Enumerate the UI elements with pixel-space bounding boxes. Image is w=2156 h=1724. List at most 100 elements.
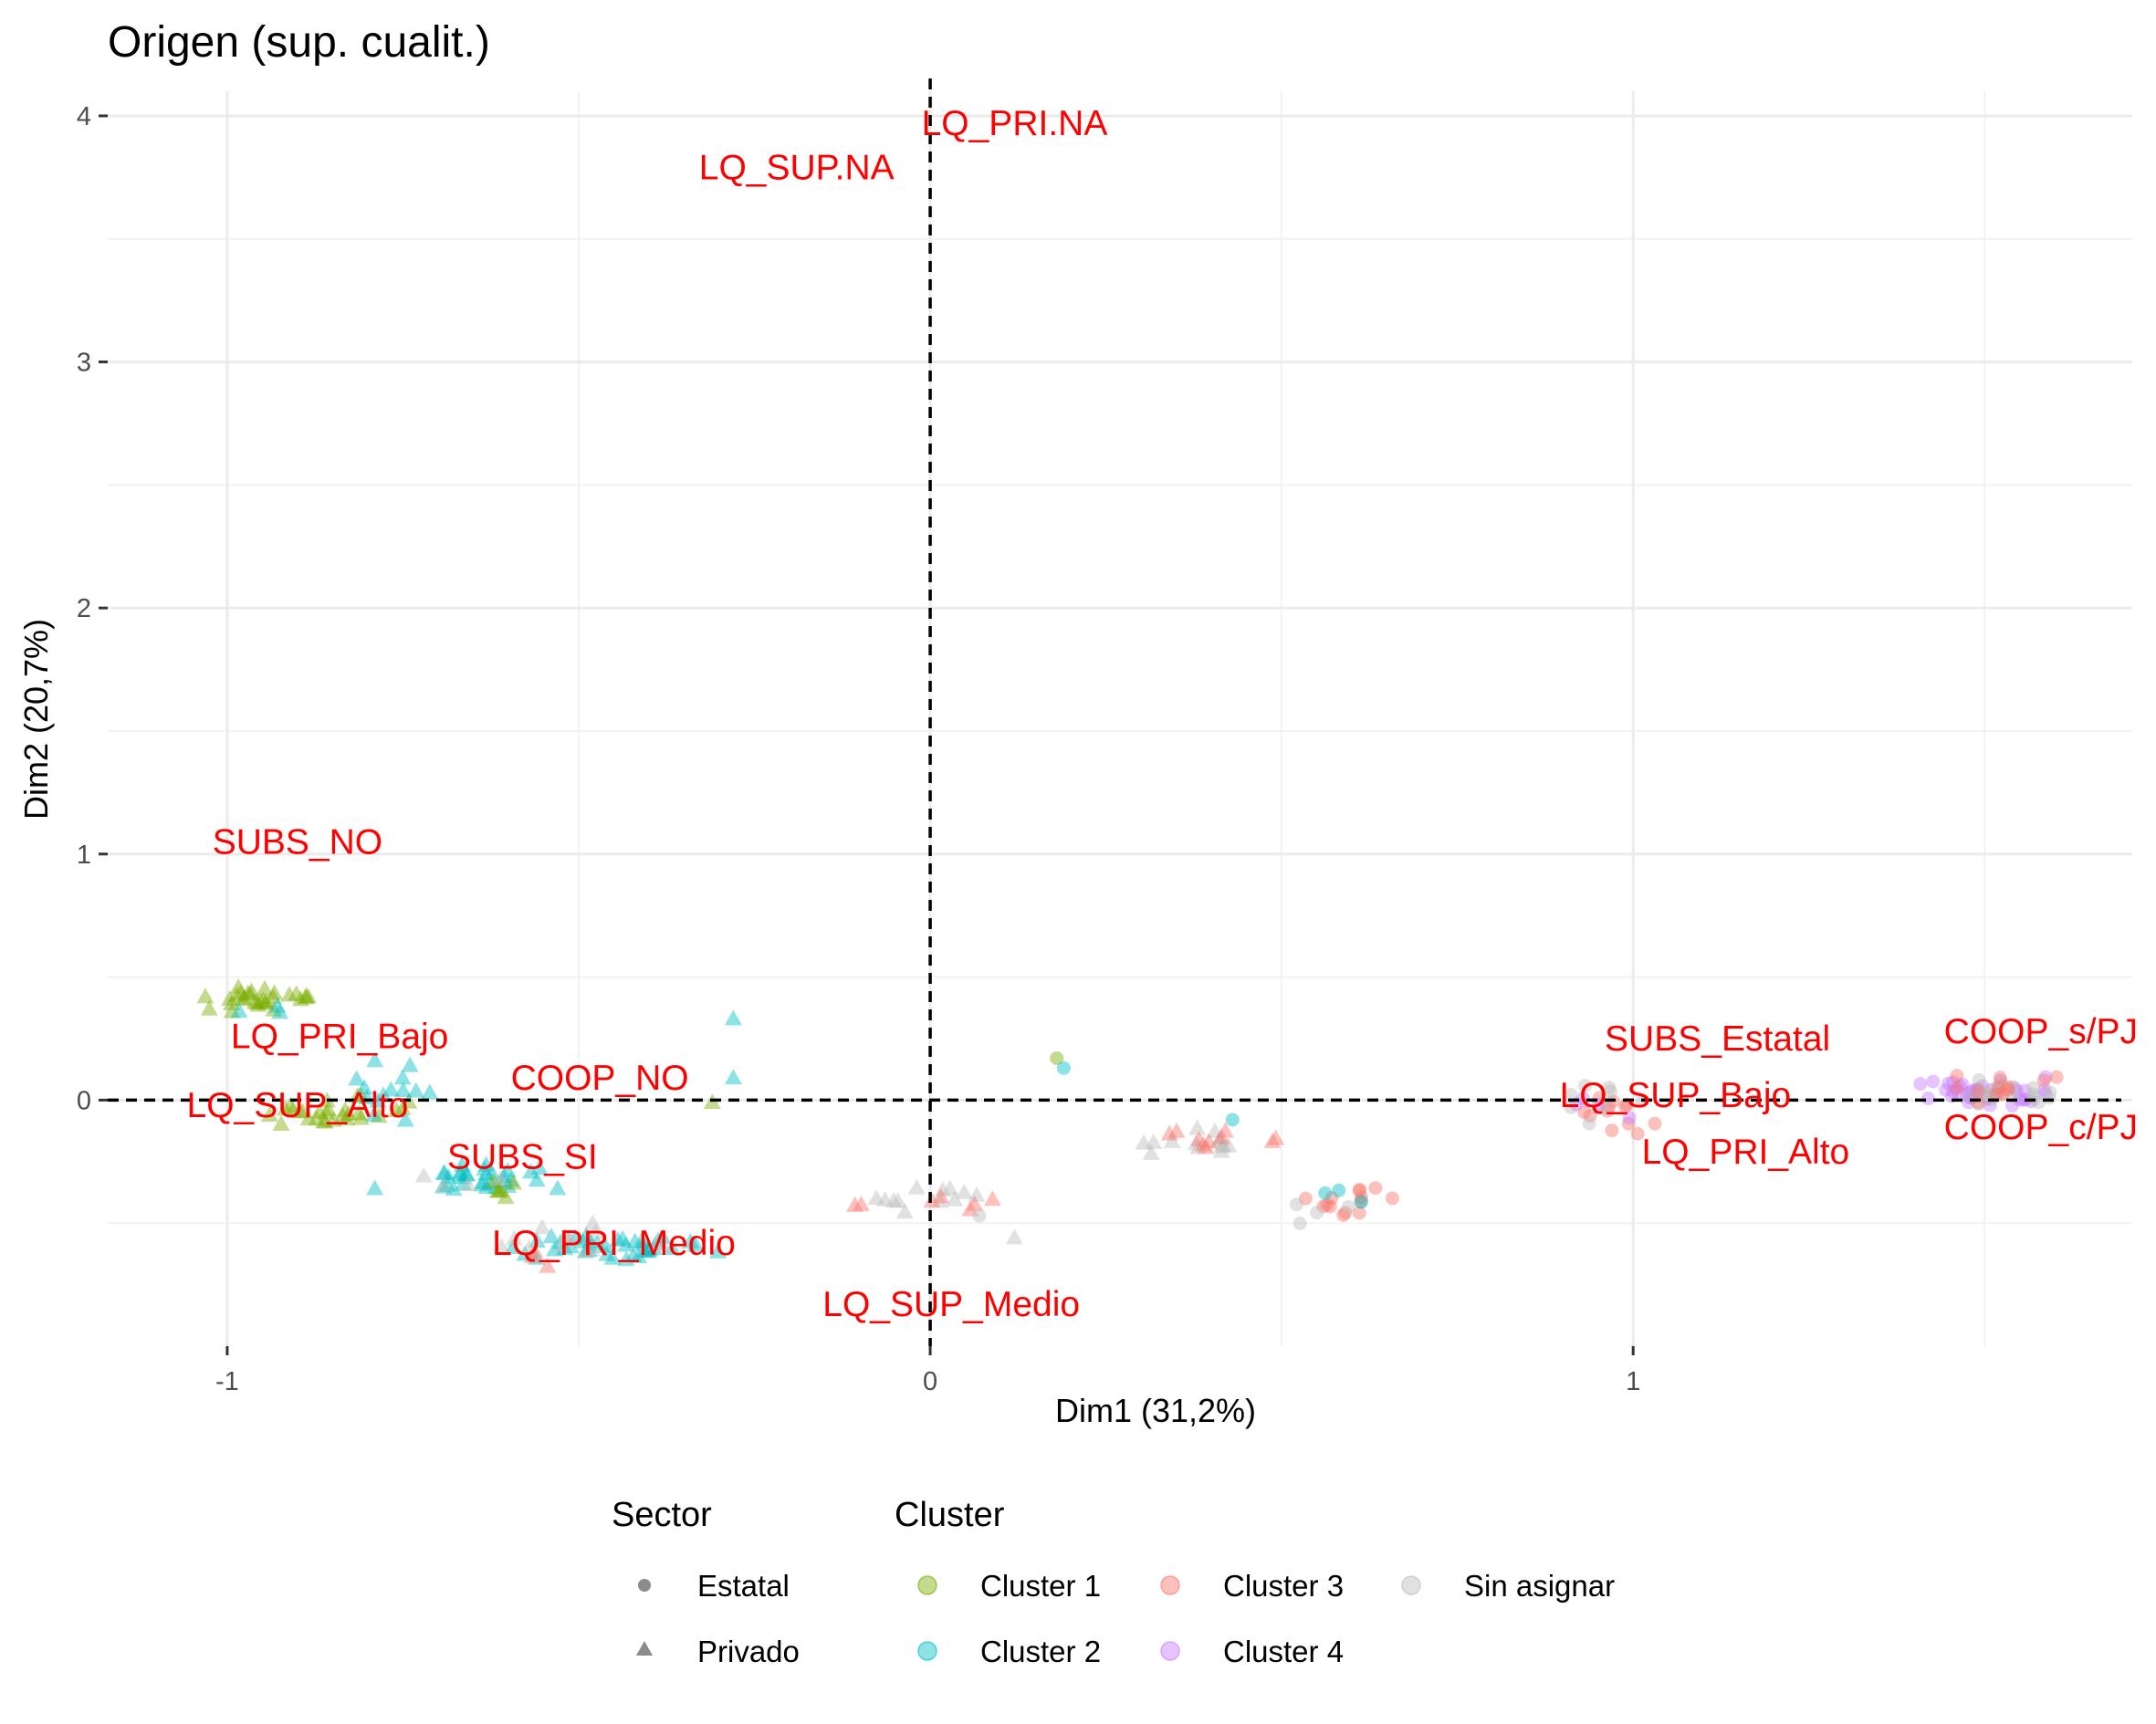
data-point-triangle: [454, 1175, 472, 1191]
data-point-circle: [1989, 1087, 2004, 1102]
data-point-triangle: [580, 1240, 598, 1257]
data-point-triangle: [227, 986, 246, 1002]
data-point-triangle: [588, 1234, 606, 1250]
data-point-triangle: [654, 1228, 672, 1245]
data-point-triangle: [351, 1086, 370, 1102]
data-point-triangle: [280, 986, 298, 1002]
data-point-triangle: [499, 1177, 518, 1194]
data-point-triangle: [520, 1238, 539, 1255]
data-point-triangle: [291, 990, 309, 1007]
data-point-triangle: [1142, 1144, 1160, 1160]
data-point-triangle: [310, 1102, 329, 1119]
data-point-triangle: [556, 1239, 574, 1256]
data-point-triangle: [393, 1099, 412, 1115]
data-point-circle: [1577, 1105, 1592, 1120]
data-point-circle: [1601, 1100, 1616, 1114]
data-point-circle: [1994, 1073, 2008, 1088]
legend-label-cluster-3: Cluster 3: [1223, 1569, 1344, 1603]
data-point-triangle: [560, 1229, 578, 1246]
legend-label-privado: Privado: [697, 1635, 800, 1668]
data-point-triangle: [230, 1002, 248, 1019]
data-point-triangle: [1167, 1122, 1186, 1138]
data-point-circle: [1955, 1077, 1970, 1092]
data-point-circle: [2016, 1092, 2031, 1107]
data-point-triangle: [549, 1179, 567, 1196]
x-tick-label: 1: [1626, 1367, 1640, 1396]
data-point-circle: [1605, 1123, 1619, 1138]
data-point-circle: [1950, 1081, 1964, 1095]
data-point-triangle: [414, 1166, 433, 1183]
reference-lines: [108, 78, 2121, 1346]
legend: Sector Cluster Estatal Privado Cluster 1…: [612, 1496, 1615, 1668]
data-point-triangle: [1197, 1138, 1215, 1155]
data-point-triangle: [539, 1257, 557, 1273]
data-point-triangle: [370, 1107, 388, 1123]
data-point-circle: [1994, 1088, 2008, 1102]
data-point-triangle: [583, 1214, 602, 1230]
data-point-triangle: [369, 1092, 387, 1108]
data-point-circle: [1994, 1077, 2008, 1092]
data-point-triangle: [1212, 1128, 1230, 1144]
data-point-circle: [1597, 1100, 1612, 1114]
data-point-triangle: [407, 1081, 425, 1098]
data-point-triangle: [946, 1190, 964, 1207]
data-point-triangle: [453, 1155, 471, 1172]
data-point-triangle: [434, 1164, 453, 1180]
data-point-triangle: [451, 1165, 469, 1182]
data-point-circle: [1338, 1206, 1353, 1220]
data-point-circle: [1941, 1076, 1956, 1091]
data-point-triangle: [578, 1241, 596, 1258]
legend-label-cluster-4: Cluster 4: [1223, 1635, 1344, 1668]
data-point-triangle: [553, 1236, 571, 1252]
data-point-circle: [972, 1208, 987, 1223]
data-point-circle: [1921, 1092, 1935, 1106]
data-point-circle: [1341, 1199, 1355, 1214]
data-point-circle: [1972, 1072, 1986, 1087]
data-point-circle: [1952, 1079, 1967, 1093]
data-point-circle: [1056, 1061, 1071, 1075]
data-point-triangle: [445, 1180, 463, 1196]
data-point-triangle: [482, 1174, 500, 1190]
data-point-triangle: [521, 1163, 539, 1179]
data-point-triangle: [1212, 1142, 1230, 1158]
data-point-circle: [2012, 1092, 2026, 1107]
legend-label-cluster-1: Cluster 1: [980, 1569, 1101, 1603]
data-point-triangle: [401, 1056, 419, 1072]
data-point-triangle: [681, 1232, 699, 1249]
data-point-circle: [1353, 1182, 1367, 1196]
data-point-triangle: [533, 1218, 551, 1235]
data-point-triangle: [560, 1229, 579, 1246]
data-point-triangle: [961, 1200, 979, 1217]
data-point-triangle: [338, 1110, 356, 1126]
data-point-circle: [2038, 1070, 2053, 1084]
data-point-circle: [1989, 1081, 2004, 1095]
data-point-circle: [1913, 1077, 1928, 1092]
category-label: LQ_PRI_Alto: [1642, 1133, 1850, 1172]
y-tick-label: 1: [77, 841, 91, 870]
data-point-triangle: [333, 1106, 351, 1123]
data-point-circle: [1310, 1206, 1324, 1220]
category-label: SUBS_NO: [213, 822, 382, 862]
data-point-triangle: [284, 1101, 302, 1117]
data-point-circle: [1298, 1191, 1313, 1206]
data-point-triangle: [576, 1242, 594, 1259]
data-point-triangle: [546, 1240, 564, 1257]
data-point-triangle: [530, 1158, 549, 1175]
data-point-triangle: [582, 1240, 601, 1257]
data-point-triangle: [454, 1168, 472, 1185]
data-point-triangle: [435, 1164, 454, 1180]
data-point-circle: [1320, 1197, 1334, 1212]
data-point-circle: [1995, 1086, 2010, 1101]
data-point-triangle: [966, 1195, 984, 1211]
data-point-circle: [2037, 1082, 2052, 1097]
data-point-triangle: [350, 1104, 368, 1121]
data-point-circle: [1648, 1116, 1662, 1131]
grid-minor: [108, 91, 2132, 1346]
x-axis-label: Dim1 (31,2%): [1055, 1392, 1256, 1429]
data-point-triangle: [297, 987, 315, 1003]
data-point-triangle: [504, 1238, 522, 1255]
data-point-circle: [1354, 1194, 1368, 1208]
legend-title-sector: Sector: [612, 1496, 712, 1534]
data-point-triangle: [1209, 1132, 1228, 1148]
data-point-circle: [1994, 1079, 2009, 1093]
